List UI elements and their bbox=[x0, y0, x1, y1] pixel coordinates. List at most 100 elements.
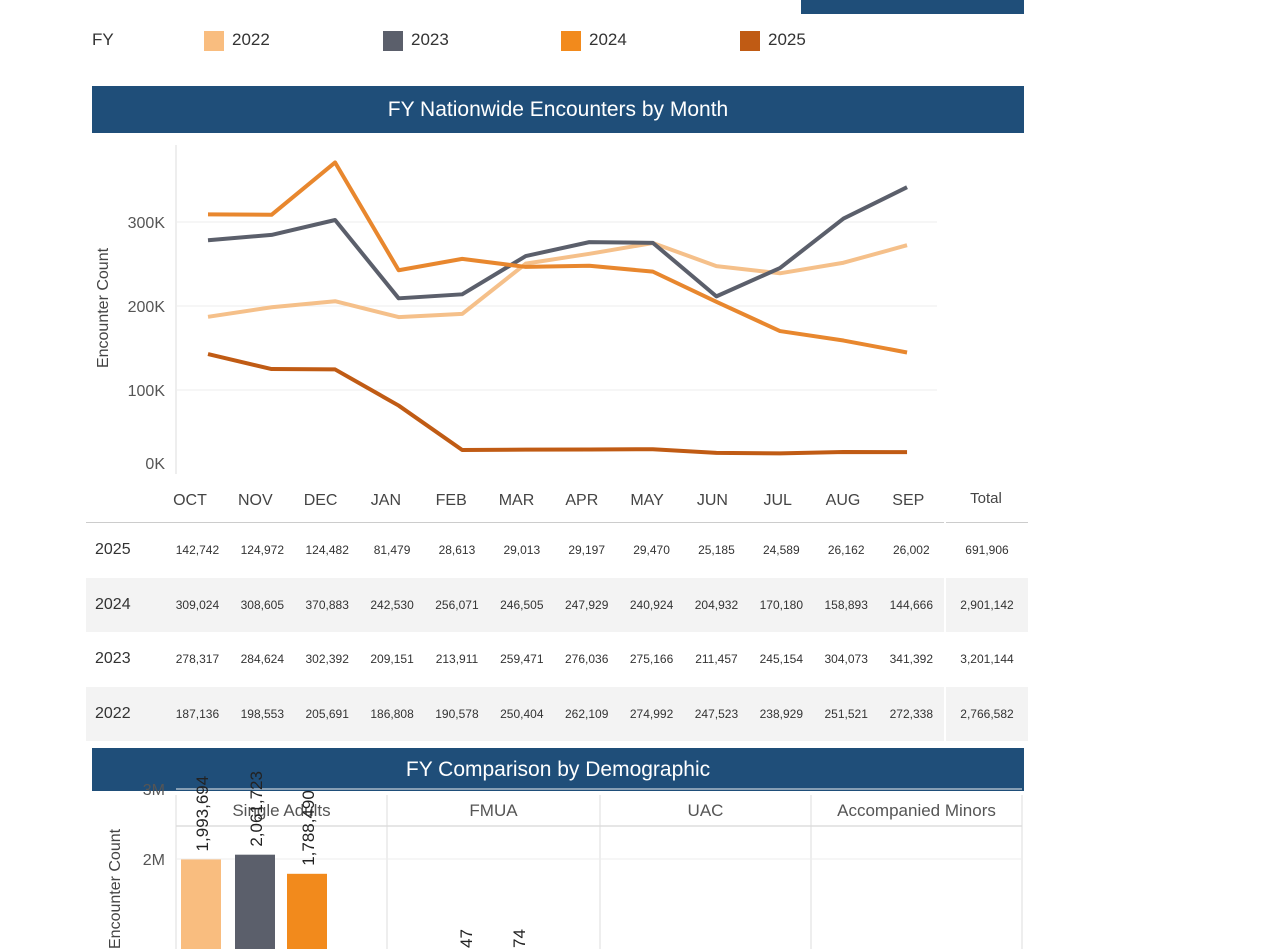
table-cell: 81,479 bbox=[373, 543, 411, 558]
table-cell: 251,521 bbox=[813, 686, 879, 741]
table-cell: 204,932 bbox=[684, 577, 749, 632]
bar-data-label: 1,993,694 bbox=[193, 776, 212, 852]
table-cell: 26,162 bbox=[827, 543, 865, 558]
total-header: Total bbox=[970, 490, 1002, 507]
x-tick-label: AUG bbox=[826, 492, 861, 509]
series-line-2025 bbox=[207, 352, 908, 456]
table-cell: 29,013 bbox=[503, 543, 541, 558]
table-cell: 211,457 bbox=[695, 652, 738, 667]
table-row: 2025 142,742 124,972 124,482 81,479 28,613 29,… bbox=[86, 522, 1028, 578]
bar-data-label: 2,061,723 bbox=[247, 771, 266, 847]
x-tick-label: JUL bbox=[763, 492, 792, 509]
bar-2024 bbox=[287, 873, 327, 949]
legend-label-2024[interactable]: 2024 bbox=[589, 30, 627, 49]
y-tick-label: 100K bbox=[128, 383, 166, 400]
table-cell: 247,523 bbox=[684, 686, 749, 741]
table-cell: 170,180 bbox=[748, 577, 814, 632]
table-cell: 278,317 bbox=[175, 652, 220, 667]
legend-swatch-2025[interactable] bbox=[740, 31, 760, 51]
x-tick-label: MAR bbox=[499, 492, 535, 509]
table-cell: 272,338 bbox=[878, 686, 945, 741]
legend-label-2023[interactable]: 2023 bbox=[411, 30, 449, 49]
table-cell: 284,624 bbox=[240, 652, 284, 667]
table-cell: 309,024 bbox=[165, 577, 230, 632]
table-cell: 190,578 bbox=[424, 686, 490, 741]
table-cell: 209,151 bbox=[370, 652, 414, 667]
bar-2023 bbox=[235, 854, 275, 949]
table-cell: 158,893 bbox=[813, 577, 879, 632]
fmua-data-label-partial: 74 bbox=[510, 929, 529, 948]
table-cell: 242,530 bbox=[359, 577, 425, 632]
bar-2022 bbox=[181, 859, 221, 949]
table-cell: 341,392 bbox=[889, 652, 933, 667]
legend-swatch-2023[interactable] bbox=[383, 31, 403, 51]
table-cell: 259,471 bbox=[500, 652, 544, 667]
table-cell: 28,613 bbox=[438, 543, 476, 558]
table-cell: 250,404 bbox=[489, 686, 555, 741]
table-cell: 205,691 bbox=[294, 686, 360, 741]
table-cell: 26,002 bbox=[892, 543, 930, 558]
fmua-data-label-partial: 47 bbox=[457, 929, 476, 948]
table-row: 2022 187,136 198,553 205,691 186,808 190,578 2… bbox=[86, 686, 1028, 741]
series-line-2022 bbox=[207, 241, 908, 320]
row-total: 2,766,582 bbox=[944, 686, 1028, 741]
row-total: 691,906 bbox=[944, 522, 1028, 578]
panel-header: Accompanied Minors bbox=[837, 801, 996, 820]
table-cell: 240,924 bbox=[619, 577, 684, 632]
legend-label-2025[interactable]: 2025 bbox=[768, 30, 806, 49]
data-table: 2025 142,742 124,972 124,482 81,479 28,613 29,… bbox=[86, 522, 1028, 741]
table-cell: 274,992 bbox=[619, 686, 684, 741]
table-cell: 24,589 bbox=[762, 543, 800, 558]
table-cell: 262,109 bbox=[554, 686, 620, 741]
panel-header: FMUA bbox=[469, 801, 518, 820]
panel-header: UAC bbox=[688, 801, 724, 820]
y-tick-label: 200K bbox=[128, 299, 166, 316]
panel-header: Single Adults bbox=[232, 801, 330, 820]
table-cell: 187,136 bbox=[165, 686, 230, 741]
row-total: 3,201,144 bbox=[944, 632, 1028, 687]
x-tick-label: NOV bbox=[238, 492, 273, 509]
x-tick-label: OCT bbox=[173, 492, 207, 509]
bar-data-label: 1,788,490 bbox=[299, 790, 318, 866]
table-cell: 25,185 bbox=[698, 543, 735, 558]
table-cell: 213,911 bbox=[435, 652, 479, 667]
legend-title: FY bbox=[92, 30, 114, 49]
table-cell: 144,666 bbox=[878, 577, 945, 632]
legend-swatch-2022[interactable] bbox=[204, 31, 224, 51]
table-row: 2024 309,024 308,605 370,883 242,530 256,071 2… bbox=[86, 577, 1028, 632]
table-cell: 29,197 bbox=[568, 543, 606, 558]
x-tick-label: MAY bbox=[630, 492, 664, 509]
table-cell: 198,553 bbox=[229, 686, 295, 741]
y-axis-label: Encounter Count bbox=[95, 247, 112, 368]
table-cell: 142,742 bbox=[175, 543, 220, 558]
table-cell: 238,929 bbox=[748, 686, 814, 741]
bar-y-tick: 3M bbox=[143, 782, 165, 799]
table-cell: 302,392 bbox=[305, 652, 349, 667]
table-cell: 256,071 bbox=[424, 577, 490, 632]
legend-label-2022[interactable]: 2022 bbox=[232, 30, 270, 49]
row-year: 2024 bbox=[86, 577, 165, 632]
table-cell: 124,482 bbox=[305, 543, 349, 558]
series-line-2024 bbox=[207, 160, 908, 355]
table-cell: 304,073 bbox=[824, 652, 868, 667]
table-cell: 276,036 bbox=[564, 652, 609, 667]
row-year: 2025 bbox=[95, 541, 131, 559]
table-cell: 370,883 bbox=[294, 577, 360, 632]
x-tick-label: SEP bbox=[892, 492, 924, 509]
top-banner-fragment bbox=[801, 0, 1024, 14]
x-tick-label: DEC bbox=[304, 492, 338, 509]
bar-y-axis-label: Encounter Count bbox=[107, 828, 124, 949]
table-cell: 246,505 bbox=[489, 577, 555, 632]
x-tick-label: JUN bbox=[697, 492, 728, 509]
x-tick-label: APR bbox=[565, 492, 598, 509]
table-cell: 275,166 bbox=[629, 652, 674, 667]
row-year: 2023 bbox=[95, 650, 131, 668]
table-cell: 29,470 bbox=[633, 543, 670, 558]
x-tick-label: JAN bbox=[371, 492, 401, 509]
legend-swatch-2024[interactable] bbox=[561, 31, 581, 51]
table-cell: 245,154 bbox=[759, 652, 803, 667]
line-chart-title: FY Nationwide Encounters by Month bbox=[92, 86, 1024, 133]
row-year: 2022 bbox=[86, 686, 165, 741]
